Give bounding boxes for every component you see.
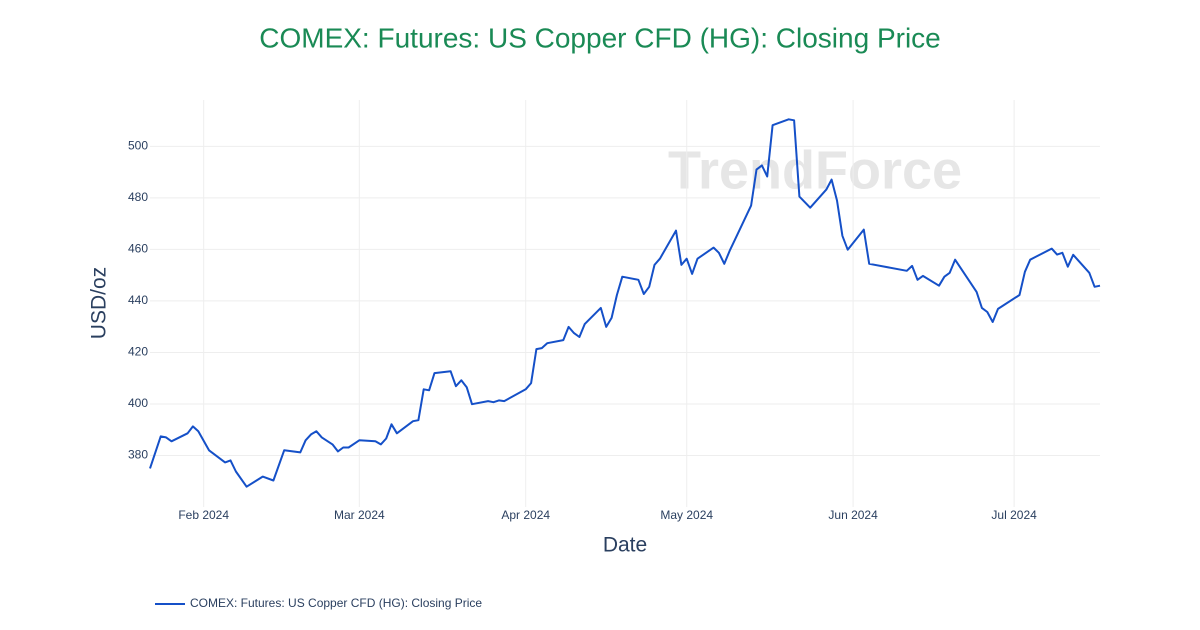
x-axis-title: Date <box>603 534 647 557</box>
x-tick-label: Jul 2024 <box>991 508 1037 522</box>
x-tick-label: May 2024 <box>660 508 713 522</box>
watermark: TrendForce <box>668 140 962 200</box>
y-tick-label: 480 <box>128 190 148 204</box>
y-tick-label: 460 <box>128 242 148 256</box>
chart-title: COMEX: Futures: US Copper CFD (HG): Clos… <box>259 22 941 53</box>
line-series <box>149 118 1101 488</box>
x-tick-label: Feb 2024 <box>178 508 229 522</box>
y-axis-title: USD/oz <box>88 267 111 339</box>
y-tick-label: 440 <box>128 293 148 307</box>
x-tick-label: Jun 2024 <box>828 508 878 522</box>
x-tick-label: Mar 2024 <box>334 508 385 522</box>
y-tick-label: 500 <box>128 139 148 153</box>
y-tick-label: 420 <box>128 345 148 359</box>
y-tick-label: 400 <box>128 396 148 410</box>
y-tick-label: 380 <box>128 448 148 462</box>
x-tick-label: Apr 2024 <box>501 508 550 522</box>
legend-label: COMEX: Futures: US Copper CFD (HG): Clos… <box>190 596 482 610</box>
